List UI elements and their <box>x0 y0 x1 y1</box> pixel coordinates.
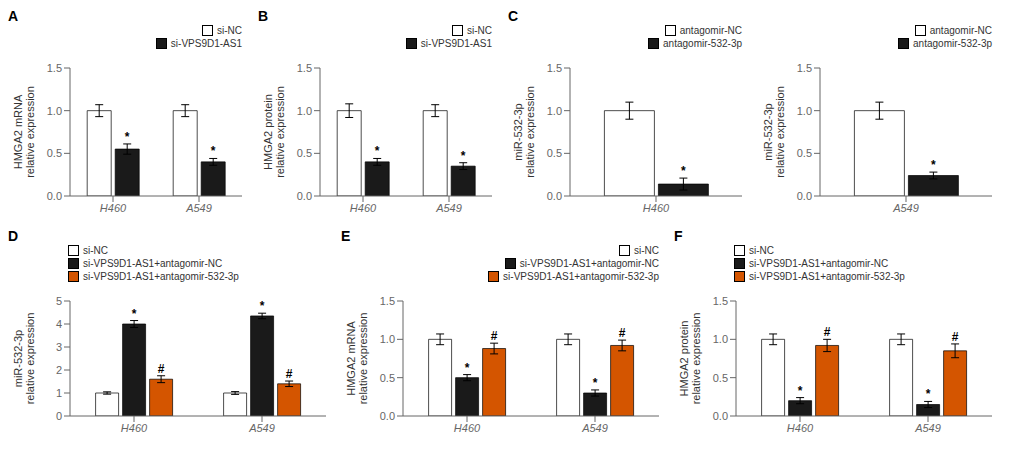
svg-text:H460: H460 <box>643 202 670 214</box>
svg-text:4: 4 <box>56 318 62 330</box>
svg-text:0.0: 0.0 <box>47 190 62 202</box>
svg-text:1.5: 1.5 <box>547 62 562 74</box>
svg-text:HMGA2 protein: HMGA2 protein <box>678 321 690 397</box>
svg-text:*: * <box>593 376 598 390</box>
svg-text:relative expression: relative expression <box>524 86 536 178</box>
svg-text:0: 0 <box>56 410 62 422</box>
html-text:si-VPS9D1-AS1+antagomir-532-3p: si-VPS9D1-AS1+antagomir-532-3p <box>83 271 239 282</box>
svg-text:0.0: 0.0 <box>713 410 728 422</box>
svg-text:1.5: 1.5 <box>380 295 395 307</box>
svg-text:relative expression: relative expression <box>24 86 36 178</box>
svg-text:A549: A549 <box>581 422 608 434</box>
html-text:si-NC: si-NC <box>83 245 108 256</box>
svg-text:HMGA2 mRNA: HMGA2 mRNA <box>12 94 24 169</box>
svg-text:A549: A549 <box>248 422 275 434</box>
svg-text:0.5: 0.5 <box>797 147 812 159</box>
svg-text:miR-532-3p: miR-532-3p <box>12 330 24 387</box>
svg-text:0.5: 0.5 <box>47 147 62 159</box>
svg-text:2: 2 <box>56 364 62 376</box>
html-text:C: C <box>508 8 519 24</box>
svg-text:A549: A549 <box>892 202 919 214</box>
svg-text:0.0: 0.0 <box>547 190 562 202</box>
svg-text:1.5: 1.5 <box>297 62 312 74</box>
svg-text:#: # <box>491 329 498 343</box>
svg-text:5: 5 <box>56 295 62 307</box>
svg-text:#: # <box>619 326 626 340</box>
html-text:si-NC: si-NC <box>634 245 659 256</box>
html-text:si-VPS9D1-AS1: si-VPS9D1-AS1 <box>420 38 492 49</box>
svg-text:A549: A549 <box>914 422 941 434</box>
html-text:antagomir-532-3p: antagomir-532-3p <box>663 38 742 49</box>
html-text:si-VPS9D1-AS1+antagomir-532-3p: si-VPS9D1-AS1+antagomir-532-3p <box>749 271 905 282</box>
svg-text:miR-532-3p: miR-532-3p <box>512 103 524 160</box>
html-text:antagomir-NC: antagomir-NC <box>929 25 992 36</box>
html-text:si-VPS9D1-AS1+antagomir-NC: si-VPS9D1-AS1+antagomir-NC <box>749 258 889 269</box>
svg-text:*: * <box>260 299 265 313</box>
svg-text:H460: H460 <box>350 202 377 214</box>
svg-text:*: * <box>125 130 130 144</box>
svg-text:1.5: 1.5 <box>713 295 728 307</box>
html-text:F: F <box>674 228 683 244</box>
html-text:si-NC: si-NC <box>749 245 774 256</box>
svg-text:miR-532-3p: miR-532-3p <box>762 103 774 160</box>
svg-text:*: * <box>465 361 470 375</box>
svg-text:0.0: 0.0 <box>380 410 395 422</box>
svg-text:#: # <box>952 330 959 344</box>
svg-text:1.0: 1.0 <box>797 105 812 117</box>
svg-text:0.0: 0.0 <box>797 190 812 202</box>
svg-text:A549: A549 <box>185 202 212 214</box>
svg-text:#: # <box>158 362 165 376</box>
svg-text:1.5: 1.5 <box>797 62 812 74</box>
svg-text:relative expression: relative expression <box>274 86 286 178</box>
svg-text:relative expression: relative expression <box>24 313 36 405</box>
svg-text:H460: H460 <box>121 422 148 434</box>
svg-text:A549: A549 <box>435 202 462 214</box>
svg-text:*: * <box>211 144 216 158</box>
svg-text:*: * <box>132 307 137 321</box>
html-text:si-NC: si-NC <box>217 25 242 36</box>
svg-text:0.5: 0.5 <box>380 372 395 384</box>
svg-text:H460: H460 <box>100 202 127 214</box>
svg-text:0.5: 0.5 <box>297 147 312 159</box>
svg-text:*: * <box>375 144 380 158</box>
html-text:si-VPS9D1-AS1+antagomir-NC: si-VPS9D1-AS1+antagomir-NC <box>519 258 659 269</box>
svg-text:*: * <box>798 384 803 398</box>
svg-text:*: * <box>461 149 466 163</box>
svg-text:3: 3 <box>56 341 62 353</box>
svg-text:0.5: 0.5 <box>547 147 562 159</box>
html-text:si-VPS9D1-AS1: si-VPS9D1-AS1 <box>170 38 242 49</box>
html-text:D: D <box>8 228 19 244</box>
svg-text:*: * <box>931 158 936 172</box>
svg-text:1.0: 1.0 <box>547 105 562 117</box>
svg-text:1.0: 1.0 <box>47 105 62 117</box>
html-text:A: A <box>8 8 19 24</box>
svg-text:relative expression: relative expression <box>774 86 786 178</box>
svg-text:1.0: 1.0 <box>713 333 728 345</box>
html-text:antagomir-532-3p: antagomir-532-3p <box>913 38 992 49</box>
html-text:B: B <box>258 8 269 24</box>
svg-text:H460: H460 <box>787 422 814 434</box>
svg-text:HMGA2 mRNA: HMGA2 mRNA <box>345 321 357 396</box>
svg-text:HMGA2 protein: HMGA2 protein <box>262 94 274 170</box>
svg-text:1.0: 1.0 <box>380 333 395 345</box>
svg-text:*: * <box>681 164 686 178</box>
html-text:si-NC: si-NC <box>467 25 492 36</box>
svg-text:0.0: 0.0 <box>297 190 312 202</box>
html-text:si-VPS9D1-AS1+antagomir-532-3p: si-VPS9D1-AS1+antagomir-532-3p <box>503 271 659 282</box>
svg-text:1.0: 1.0 <box>297 105 312 117</box>
svg-text:*: * <box>926 387 931 401</box>
svg-text:relative expression: relative expression <box>690 313 702 405</box>
svg-text:1.5: 1.5 <box>47 62 62 74</box>
html-text:antagomir-NC: antagomir-NC <box>679 25 742 36</box>
svg-text:relative expression: relative expression <box>357 313 369 405</box>
html-text:E: E <box>341 228 351 244</box>
svg-text:1: 1 <box>56 387 62 399</box>
svg-text:#: # <box>824 325 831 339</box>
svg-text:#: # <box>286 367 293 381</box>
svg-text:0.5: 0.5 <box>713 372 728 384</box>
svg-text:H460: H460 <box>454 422 481 434</box>
html-text:si-VPS9D1-AS1+antagomir-NC: si-VPS9D1-AS1+antagomir-NC <box>83 258 223 269</box>
